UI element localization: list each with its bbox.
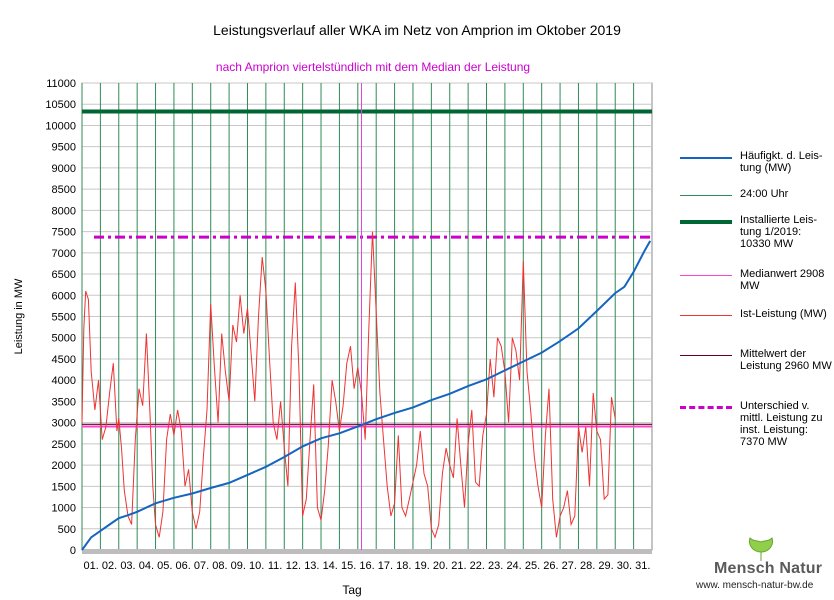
x-tick-label: 02.: [102, 560, 117, 572]
y-tick-label: 3500: [52, 396, 76, 408]
y-tick-label: 8000: [52, 205, 76, 217]
legend-label-ist: Ist-Leistung (MW): [740, 308, 827, 320]
y-tick-label: 4000: [52, 375, 76, 387]
x-tick-label: 11.: [268, 560, 282, 572]
y-tick-label: 7500: [52, 227, 76, 239]
y-tick-label: 5500: [52, 312, 76, 324]
legend-label-median: Medianwert 2908 MW: [740, 268, 825, 292]
y-tick-label: 7000: [52, 248, 76, 260]
x-tick-label: 03.: [120, 560, 135, 572]
legend-label-haeufigkeit: Häufigkt. d. Leis-tung (MW): [740, 150, 823, 174]
x-tick-label: 26.: [543, 560, 558, 572]
y-tick-label: 5000: [52, 333, 76, 345]
x-axis-bar: [82, 549, 652, 554]
y-tick-label: 1000: [52, 503, 76, 515]
chart-subtitle: nach Amprion viertelstündlich mit dem Me…: [215, 60, 531, 74]
brand-url: www. mensch-natur-bw.de: [696, 580, 814, 591]
legend-label-day-lines: 24:00 Uhr: [740, 188, 789, 200]
x-tick-label: 10.: [249, 560, 264, 572]
x-axis-label: Tag: [342, 583, 361, 597]
y-tick-label: 1500: [52, 481, 76, 493]
x-tick-label: 01.: [84, 560, 99, 572]
brand-name: Mensch Natur: [714, 560, 823, 577]
legend-label-mittel: Mittelwert der Leistung 2960 MW: [740, 348, 832, 372]
series-ist-leistung: [81, 231, 616, 539]
x-tick-label: 21.: [451, 560, 466, 572]
legend-swatch-unterschied: [680, 406, 732, 409]
y-tick-label: 6500: [52, 269, 76, 281]
y-axis-label: Leistung in MW: [13, 278, 25, 354]
legend-swatch-day-lines: [680, 195, 732, 196]
x-tick-label: 06.: [175, 560, 190, 572]
y-tick-label: 3000: [52, 418, 76, 430]
x-tick-label: 05.: [157, 560, 172, 572]
y-tick-label: 0: [70, 545, 76, 557]
y-tick-label: 2500: [52, 439, 76, 451]
x-tick-label: 25.: [525, 560, 540, 572]
series-haeufigkeit: [81, 240, 652, 551]
legend-swatch-mittel: [680, 355, 732, 356]
chart-title: Leistungsverlauf aller WKA im Netz von A…: [213, 22, 621, 38]
x-tick-label: 20.: [433, 560, 448, 572]
x-tick-label: 09.: [231, 560, 246, 572]
x-tick-label: 29.: [598, 560, 613, 572]
x-tick-label: 16.: [359, 560, 374, 572]
y-tick-label: 6000: [52, 290, 76, 302]
y-tick-label: 500: [58, 524, 76, 536]
x-tick-label: 24.: [506, 560, 521, 572]
legend-swatch-median: [680, 275, 732, 276]
y-tick-label: 11000: [46, 78, 76, 90]
legend-swatch-ist: [680, 315, 732, 316]
x-tick-label: 07.: [194, 560, 209, 572]
x-tick-label: 23.: [488, 560, 503, 572]
y-tick-label: 10500: [45, 99, 76, 111]
ginkgo-leaf-logo: [749, 537, 773, 561]
x-tick-label: 19.: [415, 560, 430, 572]
y-tick-label: 8500: [52, 184, 76, 196]
y-tick-label: 9000: [52, 163, 76, 175]
x-tick-label: 04.: [139, 560, 154, 572]
x-tick-label: 15.: [341, 560, 356, 572]
x-tick-label: 13.: [304, 560, 319, 572]
legend-swatch-installed: [680, 220, 732, 224]
x-tick-label: 17.: [378, 560, 393, 572]
x-tick-label: 12.: [286, 560, 301, 572]
y-tick-label: 4500: [52, 354, 76, 366]
x-tick-label: 30.: [617, 560, 632, 572]
y-tick-label: 10000: [45, 120, 76, 132]
legend-label-unterschied: Unterschied v. mittl. Leistung zu inst. …: [740, 400, 823, 448]
x-tick-label: 22.: [470, 560, 485, 572]
x-tick-label: 18.: [396, 560, 411, 572]
x-tick-label: 27.: [562, 560, 577, 572]
x-tick-label: 14.: [323, 560, 338, 572]
x-tick-label: 28.: [580, 560, 595, 572]
y-tick-label: 2000: [52, 460, 76, 472]
legend-label-installed: Installierte Leis-tung 1/2019: 10330 MW: [740, 214, 818, 250]
legend-swatch-haeufigkeit: [680, 157, 732, 159]
x-tick-label: 08.: [212, 560, 227, 572]
x-tick-label: 31.: [635, 560, 650, 572]
y-tick-label: 9500: [52, 142, 76, 154]
